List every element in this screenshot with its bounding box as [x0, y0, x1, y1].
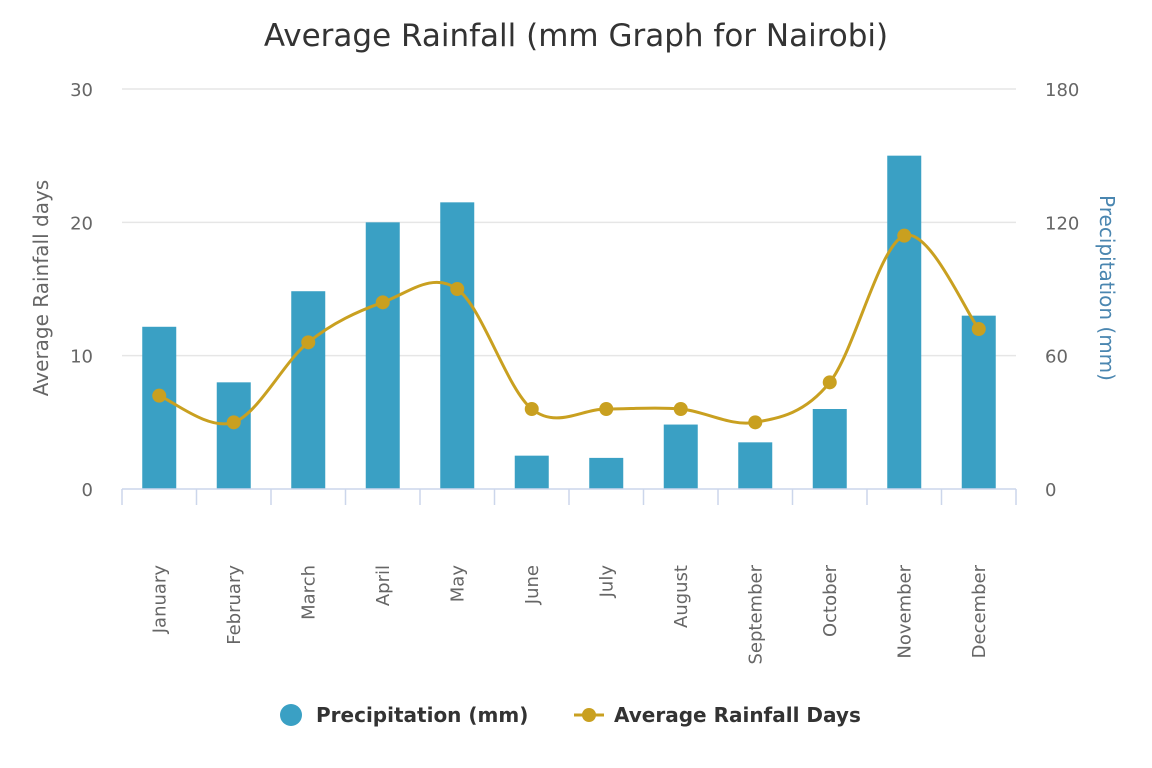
precipitation-bar[interactable]	[514, 455, 549, 489]
rainfall-days-point[interactable]	[375, 295, 390, 310]
precipitation-bar[interactable]	[663, 424, 698, 489]
rainfall-days-path	[158, 233, 980, 426]
precipitation-bar[interactable]	[738, 442, 773, 489]
left-tick-label: 20	[70, 213, 93, 234]
rainfall-days-point[interactable]	[822, 375, 837, 390]
legend-precipitation-swatch	[280, 704, 302, 726]
chart-title: Average Rainfall (mm Graph for Nairobi)	[264, 18, 888, 54]
left-tick-label: 30	[70, 80, 93, 101]
x-tick-label: September	[745, 564, 766, 664]
precipitation-bar[interactable]	[142, 326, 177, 489]
right-tick-label: 0	[1045, 480, 1056, 501]
rainfall-days-point[interactable]	[524, 402, 539, 416]
precipitation-bar[interactable]	[812, 409, 847, 489]
x-tick-label: August	[671, 565, 692, 628]
rainfall-days-point[interactable]	[748, 415, 763, 430]
x-tick-label: December	[969, 564, 990, 658]
left-axis-title: Average Rainfall days	[29, 180, 53, 396]
x-axis	[121, 488, 1017, 505]
x-tick-label: November	[894, 564, 915, 658]
rainfall-days-point[interactable]	[450, 282, 465, 296]
legend-item-precipitation[interactable]: Precipitation (mm)	[280, 703, 528, 727]
precipitation-bar[interactable]	[440, 202, 475, 490]
left-axis-ticks: 0 10 20 30	[70, 80, 93, 501]
precipitation-bar[interactable]	[291, 291, 326, 489]
rainfall-days-point[interactable]	[971, 322, 986, 336]
x-tick-label: January	[149, 565, 170, 635]
x-tick-label: February	[224, 565, 245, 645]
right-tick-label: 60	[1045, 347, 1068, 368]
rainfall-days-point[interactable]	[897, 228, 912, 243]
precipitation-bars	[142, 155, 996, 490]
legend-rainfall-days-label: Average Rainfall Days	[614, 703, 861, 727]
left-tick-label: 10	[70, 347, 93, 368]
precipitation-bar[interactable]	[589, 457, 624, 489]
x-tick-label: October	[820, 564, 841, 637]
rainfall-days-line	[152, 228, 986, 430]
rainfall-days-point[interactable]	[301, 335, 316, 350]
rainfall-days-point[interactable]	[152, 388, 167, 403]
precipitation-bar[interactable]	[961, 315, 996, 489]
legend-rainfall-days-swatch	[582, 708, 596, 722]
gridlines	[122, 88, 1016, 357]
right-axis-title: Precipitation (mm)	[1095, 195, 1119, 381]
x-tick-label: June	[522, 565, 543, 605]
x-tick-label: May	[447, 565, 468, 603]
x-tick-label: March	[298, 565, 319, 620]
x-axis-labels: January February March April May June July Augu…	[149, 564, 990, 664]
x-tick-label: April	[373, 565, 394, 606]
rainfall-days-point[interactable]	[599, 402, 614, 416]
precipitation-bar[interactable]	[887, 155, 922, 489]
legend-item-rainfall-days[interactable]: Average Rainfall Days	[574, 703, 861, 727]
right-tick-label: 180	[1045, 80, 1079, 101]
legend: Precipitation (mm) Average Rainfall Days	[280, 703, 861, 727]
left-tick-label: 0	[82, 480, 93, 501]
precipitation-bar[interactable]	[365, 222, 400, 490]
rainfall-days-point[interactable]	[226, 415, 241, 430]
legend-precipitation-label: Precipitation (mm)	[316, 703, 528, 727]
rainfall-days-point[interactable]	[673, 402, 688, 416]
right-axis-ticks: 0 60 120 180	[1045, 80, 1079, 501]
x-tick-label: July	[596, 565, 617, 599]
precipitation-bar[interactable]	[216, 382, 251, 489]
right-tick-label: 120	[1045, 213, 1079, 234]
